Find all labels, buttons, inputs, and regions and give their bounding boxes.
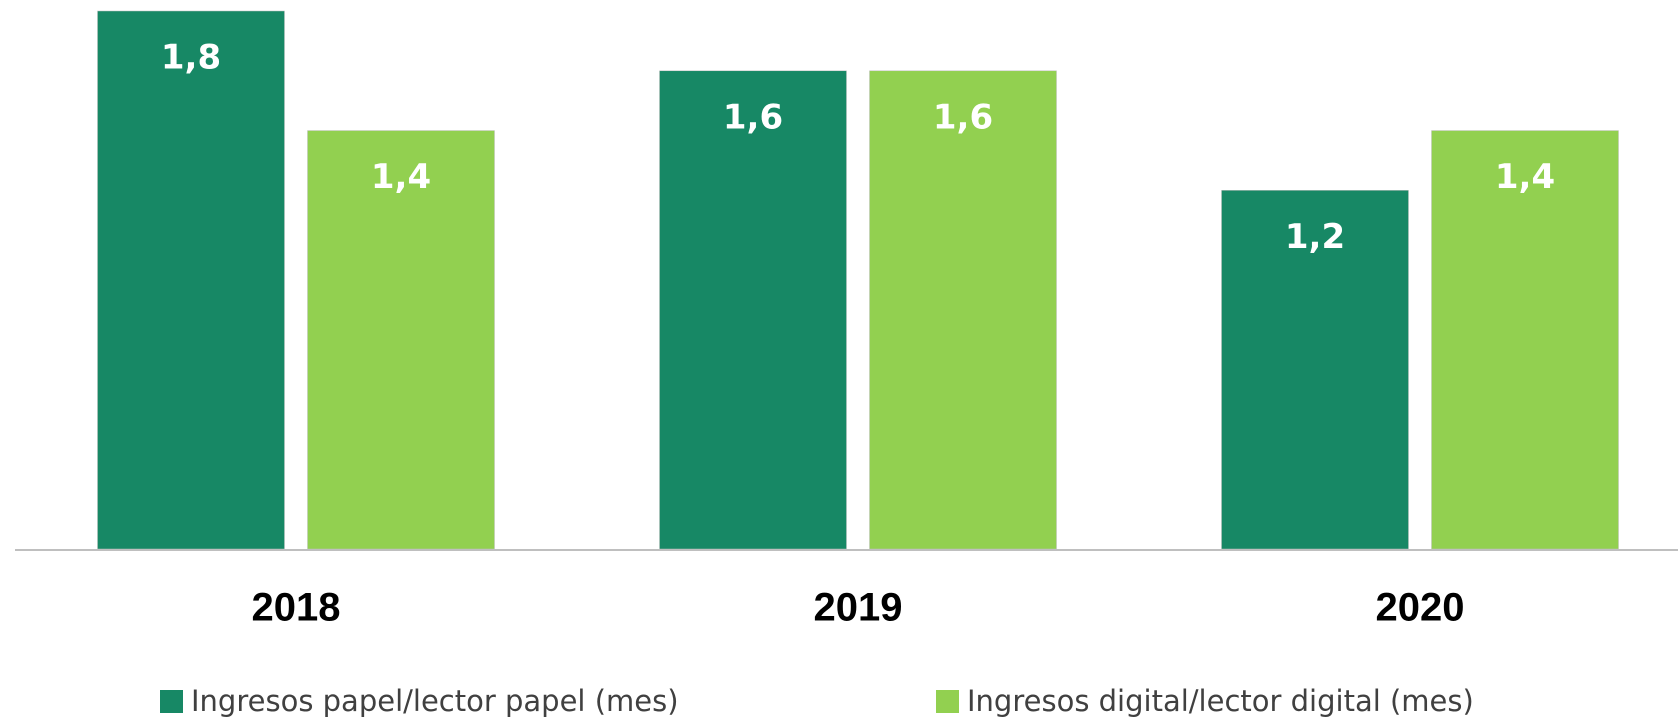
bar xyxy=(1221,190,1409,550)
x-tick-label: 2020 xyxy=(1376,586,1465,630)
value-label: 1,4 xyxy=(371,157,431,197)
bar xyxy=(869,70,1057,550)
legend-label: Ingresos digital/lector digital (mes) xyxy=(967,684,1474,718)
legend-label: Ingresos papel/lector papel (mes) xyxy=(191,684,679,718)
value-label: 1,2 xyxy=(1285,217,1345,257)
bar xyxy=(97,10,285,550)
bar xyxy=(307,130,495,550)
value-label: 1,4 xyxy=(1495,157,1555,197)
bar xyxy=(659,70,847,550)
value-label: 1,6 xyxy=(723,97,783,137)
bar xyxy=(1431,130,1619,550)
value-label: 1,6 xyxy=(933,97,993,137)
legend-swatch xyxy=(936,690,959,713)
x-tick-label: 2018 xyxy=(252,586,341,630)
value-label: 1,8 xyxy=(161,38,221,78)
legend-swatch xyxy=(160,690,183,713)
x-tick-label: 2019 xyxy=(814,586,903,630)
